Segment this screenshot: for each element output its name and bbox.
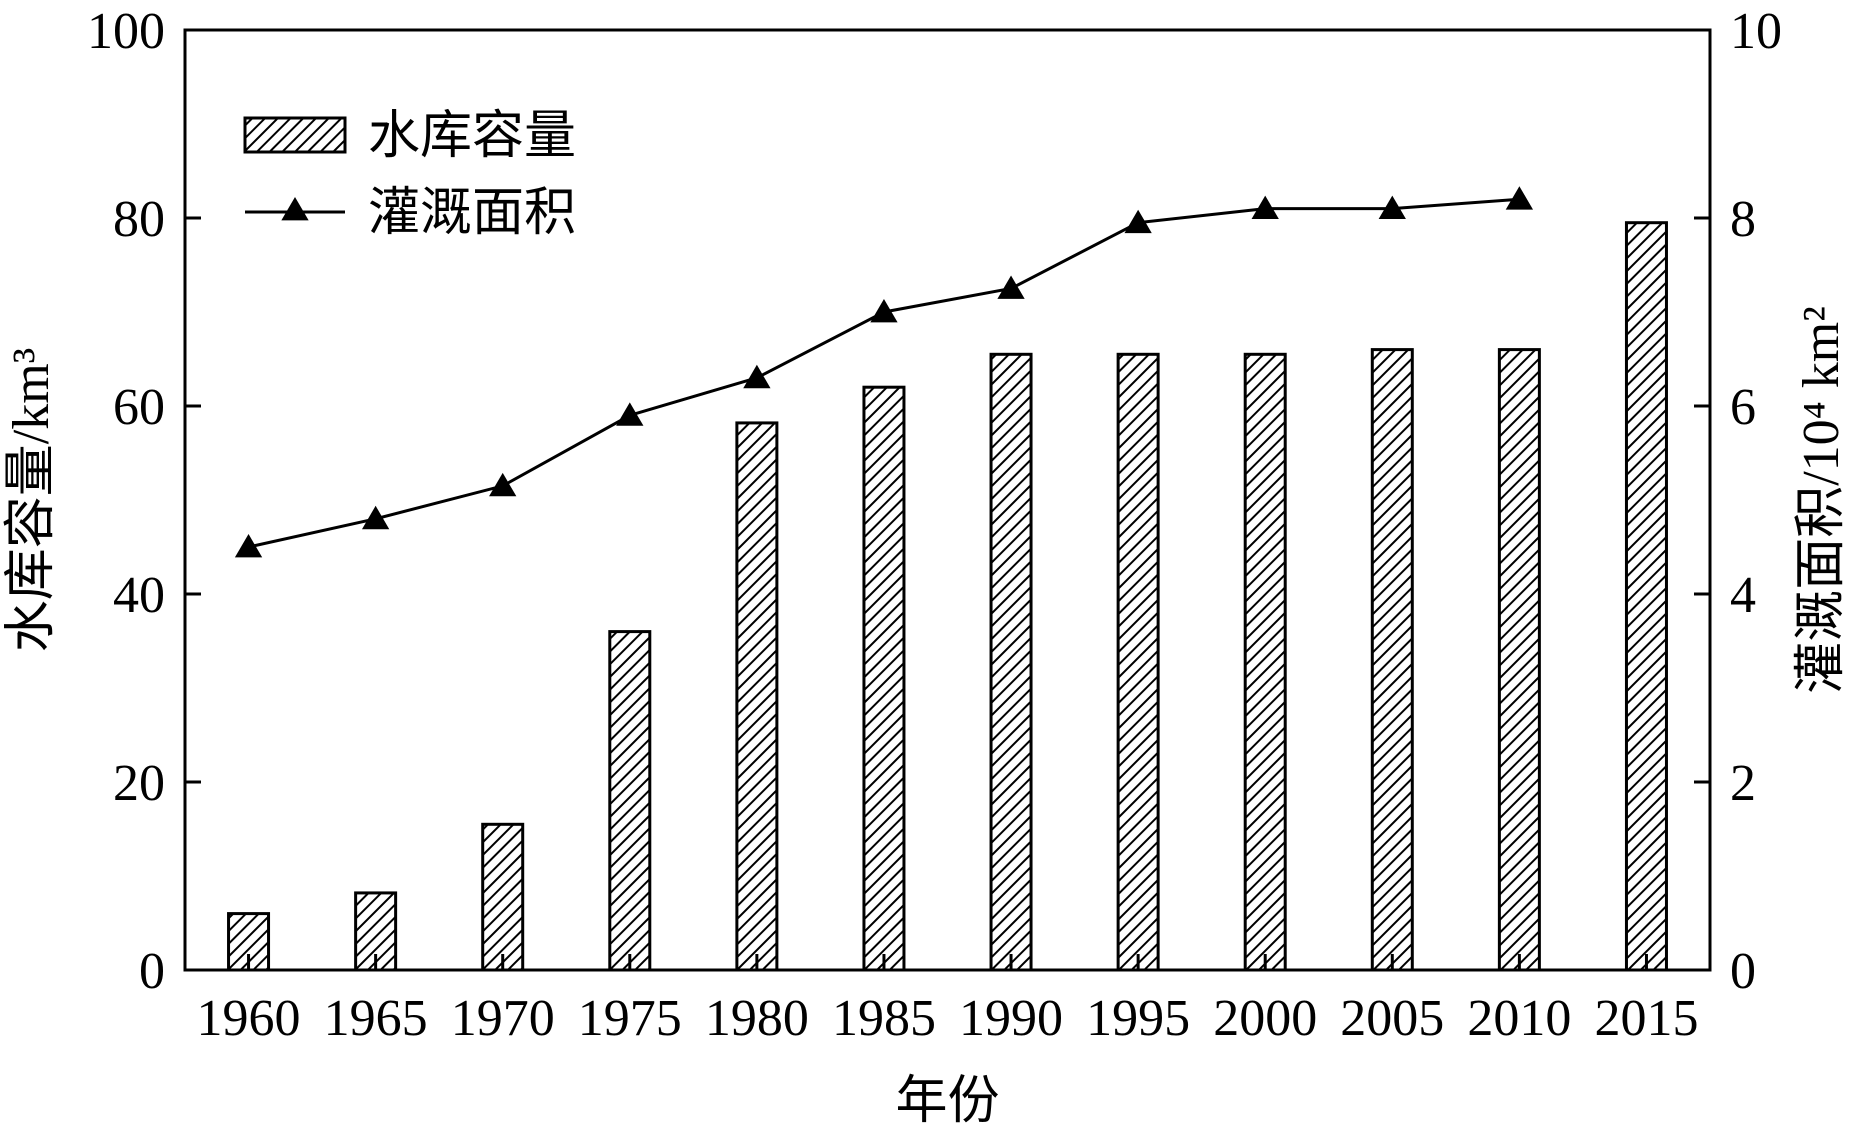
line-marker-1975 [616,402,644,426]
x-tick-label: 1990 [959,990,1063,1047]
legend: 水库容量 灌溉面积 [243,108,576,242]
bar-2000 [1243,352,1287,972]
right-axis-label: 灌溉面积/10⁴ km² [1793,306,1850,694]
x-axis-label: 年份 [895,1073,999,1130]
line-marker-2000 [1251,195,1279,219]
right-axis-tick-labels: 0 2 4 6 8 10 [1730,3,1782,1000]
line-marker-1970 [489,472,517,497]
right-tick-label: 6 [1730,379,1756,436]
axis-ticks [185,28,1710,972]
left-axis-label: 水库容量/km³ [3,348,60,653]
x-tick-label: 1960 [197,990,301,1047]
line-marker-1995 [1124,209,1152,234]
plot-frame [183,28,1712,972]
x-tick-label: 2010 [1467,990,1571,1047]
bar-2005 [1370,348,1414,972]
right-tick-label: 10 [1730,3,1782,60]
line-marker-2010 [1505,186,1534,210]
right-tick-label: 4 [1730,567,1756,624]
left-tick-label: 20 [113,755,165,812]
right-tick-label: 8 [1730,191,1756,248]
left-tick-label: 80 [113,191,165,248]
bar-1990 [989,352,1033,972]
bar-2015 [1624,221,1668,972]
x-tick-label: 1975 [578,990,682,1047]
bar-series [227,221,1668,972]
legend-bar-label: 水库容量 [368,108,576,165]
left-tick-label: 0 [139,943,165,1000]
line-marker-1965 [361,505,390,530]
bar-1995 [1116,352,1160,972]
bar-1970 [481,822,525,972]
line-marker-1980 [743,364,771,389]
bar-1980 [735,421,779,972]
bar-1985 [862,385,906,972]
line-marker-2005 [1378,195,1406,219]
legend-bar-swatch [243,116,347,154]
x-tick-label: 2000 [1213,990,1317,1047]
left-tick-label: 60 [113,379,165,436]
x-tick-label: 1995 [1086,990,1190,1047]
left-axis-tick-labels: 0 20 40 60 80 100 [87,3,165,1000]
x-tick-label: 2015 [1594,990,1698,1047]
line-series [234,186,1534,558]
left-tick-label: 100 [87,3,165,60]
line-marker-1985 [870,299,898,323]
left-tick-label: 40 [113,567,165,624]
x-axis-tick-labels: 1960 1965 1970 1975 1980 1985 1990 1995 2000 2005… [197,990,1699,1047]
right-tick-label: 0 [1730,943,1756,1000]
bar-2010 [1497,348,1541,972]
x-tick-label: 2005 [1340,990,1444,1047]
x-tick-label: 1980 [705,990,809,1047]
line-marker-1990 [997,275,1025,299]
x-tick-label: 1970 [451,990,555,1047]
x-tick-label: 1965 [324,990,428,1047]
legend-triangle-marker [281,197,309,221]
right-tick-label: 2 [1730,755,1756,812]
legend-line-label: 灌溉面积 [368,185,576,242]
x-tick-label: 1985 [832,990,936,1047]
line-marker-1960 [234,534,263,558]
bar-1975 [608,630,652,972]
